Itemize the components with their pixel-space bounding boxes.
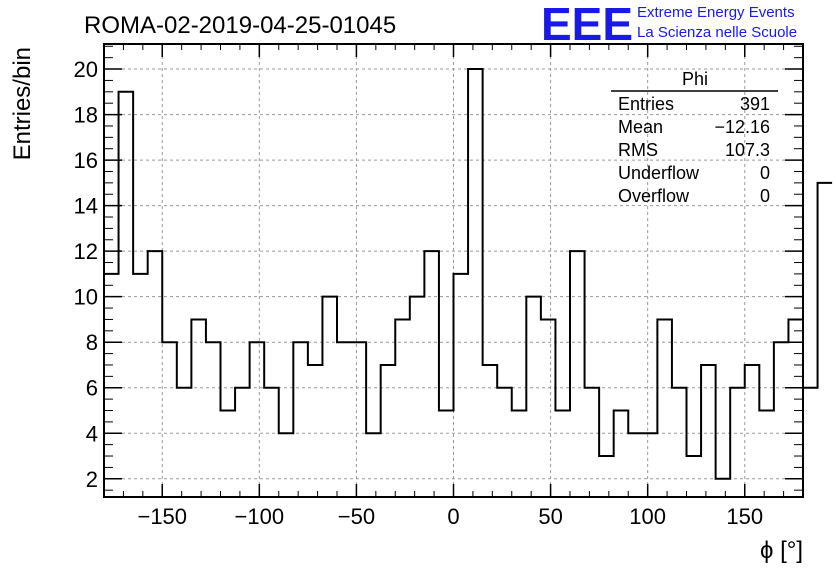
x-tick-label: 100 [629,504,666,529]
histogram-bin [483,365,498,497]
x-tick-label: −50 [338,504,375,529]
stats-label-entries: Entries [618,94,674,114]
histogram-bin [657,319,672,497]
histogram-bin [308,365,323,497]
histogram-bin [701,365,716,497]
stats-value-mean: −12.16 [714,117,770,137]
stats-value-entries: 391 [740,94,770,114]
y-tick-label: 16 [74,148,98,173]
x-tick-label: 0 [447,504,459,529]
histogram-bin [745,365,760,497]
y-tick-label: 20 [74,57,98,82]
histogram-bin [818,183,833,497]
histogram-bin [424,251,439,497]
histogram-bin [599,456,614,497]
histogram-bin [716,479,731,497]
stats-value-overflow: 0 [760,186,770,206]
histogram-series [103,68,833,497]
histogram-bin [570,251,585,497]
logo-line-2: La Scienza nelle Scuole [637,24,797,41]
histogram-bin [541,319,556,497]
histogram-bin [133,274,148,497]
histogram-bin [454,274,469,497]
histogram-bin [585,388,600,497]
histogram-bin [643,433,658,497]
stats-label-rms: RMS [618,140,658,160]
histogram-bin [555,410,570,497]
x-tick-label: −150 [137,504,187,529]
histogram-bin [322,297,337,497]
histogram-bin [250,342,265,497]
axes: −150 −100 −50 0 50 100 150 2 4 6 8 10 12 14 16 18 20 [74,43,804,529]
stats-box-title: Phi [682,69,708,89]
x-tick-label: −100 [235,504,285,529]
stats-label-underflow: Underflow [618,163,700,183]
stats-value-underflow: 0 [760,163,770,183]
histogram-bin [177,388,192,497]
histogram-bin [628,433,643,497]
histogram-bin [279,433,294,497]
logo-line-1: Extreme Energy Events [637,4,795,21]
histogram-bin [774,342,789,497]
histogram-bin [788,319,803,497]
histogram-bin [148,251,163,497]
histogram-bin [672,388,687,497]
stats-label-mean: Mean [618,117,663,137]
histogram-bin [512,410,527,497]
grid [104,44,803,497]
y-tick-label: 14 [74,194,98,219]
y-tick-label: 4 [86,421,98,446]
histogram-bin [119,92,134,497]
histogram-bin [366,433,381,497]
histogram-bin [730,388,745,497]
histogram-bin [264,388,279,497]
histogram-bin [687,456,702,497]
y-tick-label: 18 [74,103,98,128]
histogram-bin [191,319,206,497]
histogram-bin [352,342,367,497]
histogram-bin [235,388,250,497]
histogram-bin [104,274,119,497]
histogram-bin [614,410,629,497]
x-axis-label: ϕ [°] [760,537,803,564]
y-tick-label: 12 [74,239,98,264]
stats-value-rms: 107.3 [725,140,770,160]
run-title: ROMA-02-2019-04-25-01045 [84,12,396,39]
histogram-bin [410,297,425,497]
histogram-bin [526,297,541,497]
x-tick-label: 50 [538,504,562,529]
histogram-bin [395,319,410,497]
x-tick-label: 150 [726,504,763,529]
y-tick-label: 6 [86,376,98,401]
y-tick-label: 2 [86,467,98,492]
histogram-bin [162,342,177,497]
histogram-bin [759,410,774,497]
y-tick-label: 10 [74,285,98,310]
histogram-outline [103,68,833,497]
y-axis-label: Entries/bin [9,47,36,160]
histogram-bin [206,342,221,497]
histogram-bin [221,410,236,497]
histogram-bin [293,342,308,497]
stats-label-overflow: Overflow [618,186,690,206]
histogram-bin [337,342,352,497]
histogram-bin [381,365,396,497]
eee-logo: EEE [541,0,633,50]
y-tick-label: 8 [86,330,98,355]
stats-box: Phi Entries 391 Mean −12.16 RMS 107.3 Un… [611,69,778,206]
histogram-bin [439,410,454,497]
histogram-bin [803,388,818,497]
histogram-bin [497,388,512,497]
